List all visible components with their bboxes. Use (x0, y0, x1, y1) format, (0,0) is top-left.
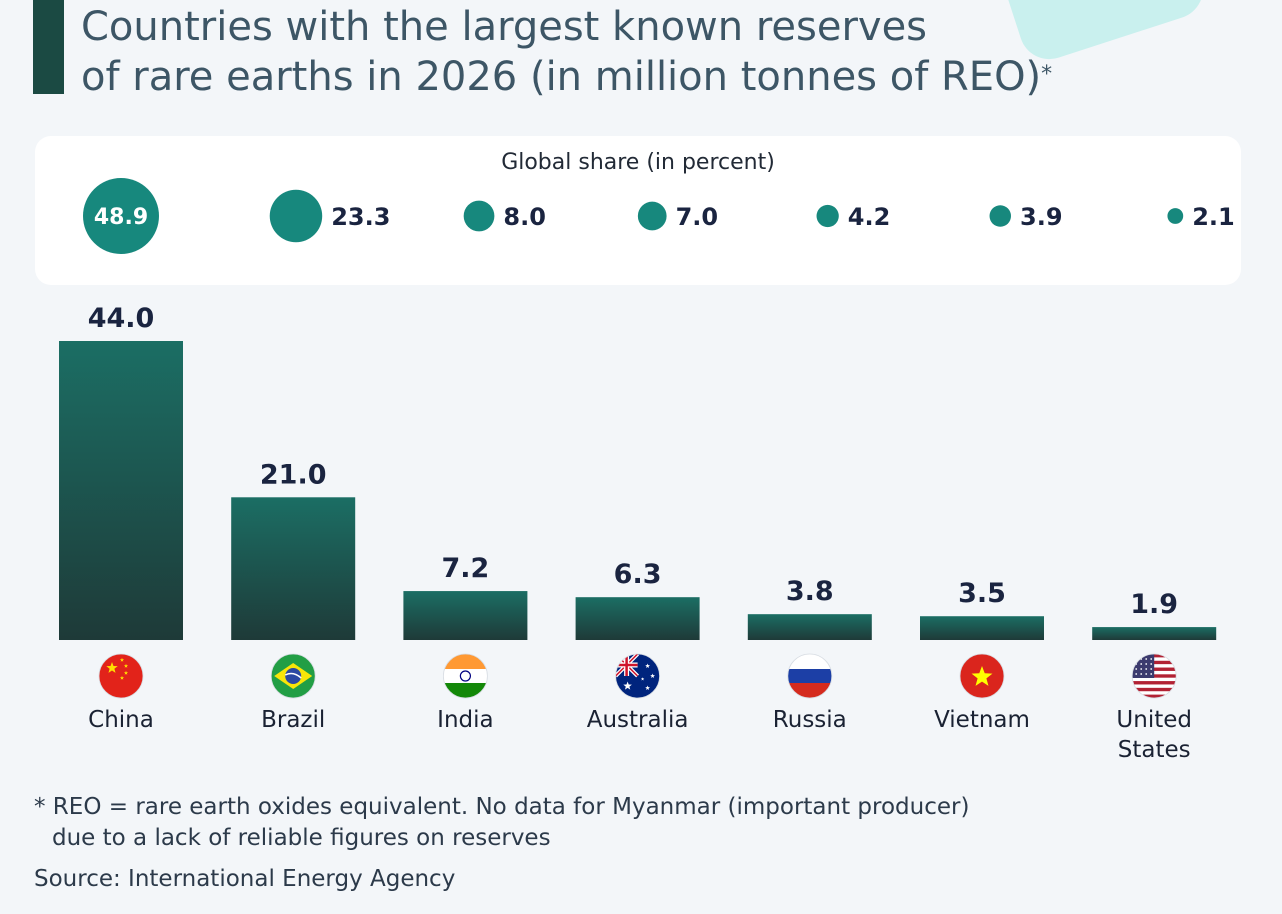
value-label-russia: 3.8 (786, 576, 834, 607)
title-line-2: of rare earths in 2026 (in million tonne… (81, 54, 1042, 100)
bar-china (59, 341, 183, 640)
category-label-russia: Russia (773, 707, 847, 733)
bars: 44.0 China 21.0 Brazil 7.2 India 6.3 Australia 3… (59, 303, 1217, 763)
share-label-russia: 4.2 (848, 203, 891, 231)
flag-united-states-icon (1131, 653, 1177, 699)
category-label-brazil: Brazil (261, 707, 325, 733)
category-label-united-states-2: States (1118, 737, 1191, 763)
category-label-vietnam: Vietnam (934, 707, 1030, 733)
flag-vietnam-icon (959, 653, 1005, 699)
share-bubble-vietnam (989, 205, 1012, 227)
footnote-line-1: * REO = rare earth oxides equivalent. No… (34, 794, 970, 820)
value-label-vietnam: 3.5 (958, 578, 1006, 609)
bar-united-states (1092, 627, 1217, 640)
global-share-card: Global share (in percent) (35, 136, 1241, 285)
value-label-brazil: 21.0 (260, 459, 327, 490)
value-label-china: 44.0 (88, 303, 155, 334)
share-bubble-india (463, 200, 495, 232)
flag-china-icon (98, 653, 144, 699)
flag-brazil-icon (270, 653, 316, 699)
chart-title: Countries with the largest known reserve… (81, 2, 1081, 102)
share-bubble-united-states (1167, 208, 1184, 224)
bar-brazil (231, 497, 356, 640)
bar-russia (747, 614, 872, 640)
footnote: * REO = rare earth oxides equivalent. No… (34, 792, 969, 854)
share-bubble-australia (637, 201, 667, 231)
title-asterisk: * (1041, 62, 1053, 87)
category-label-australia: Australia (587, 707, 689, 733)
title-accent-bar (33, 0, 64, 94)
share-label-brazil: 23.3 (331, 203, 390, 231)
share-label-australia: 7.0 (676, 203, 719, 231)
share-bubbles: 48.9 23.3 8.0 7.0 4.2 3.9 2.1 (83, 178, 1235, 254)
share-bubble-china (83, 178, 159, 254)
value-label-australia: 6.3 (614, 559, 662, 590)
share-label-united-states: 2.1 (1192, 203, 1235, 231)
flag-russia-icon (787, 653, 833, 699)
source-note: Source: International Energy Agency (34, 866, 456, 892)
share-bubble-russia (816, 204, 839, 228)
flag-india-icon (442, 653, 488, 699)
title-line-1: Countries with the largest known reserve… (81, 4, 928, 50)
footnote-line-2: due to a lack of reliable figures on res… (52, 825, 551, 851)
share-label-india: 8.0 (503, 203, 546, 231)
bar-australia (575, 597, 700, 640)
share-title: Global share (in percent) (501, 150, 775, 175)
bar-vietnam (920, 616, 1044, 640)
value-label-united-states: 1.9 (1130, 589, 1178, 620)
share-label-china: 48.9 (94, 205, 148, 230)
category-label-india: India (437, 707, 493, 733)
bar-india (403, 591, 528, 640)
share-bubble-brazil (269, 189, 323, 243)
category-label-united-states-1: United (1116, 707, 1192, 733)
share-label-vietnam: 3.9 (1020, 203, 1063, 231)
category-label-china: China (88, 707, 154, 733)
flags (98, 653, 1177, 699)
value-label-india: 7.2 (441, 553, 489, 584)
flag-australia-icon (615, 653, 660, 699)
